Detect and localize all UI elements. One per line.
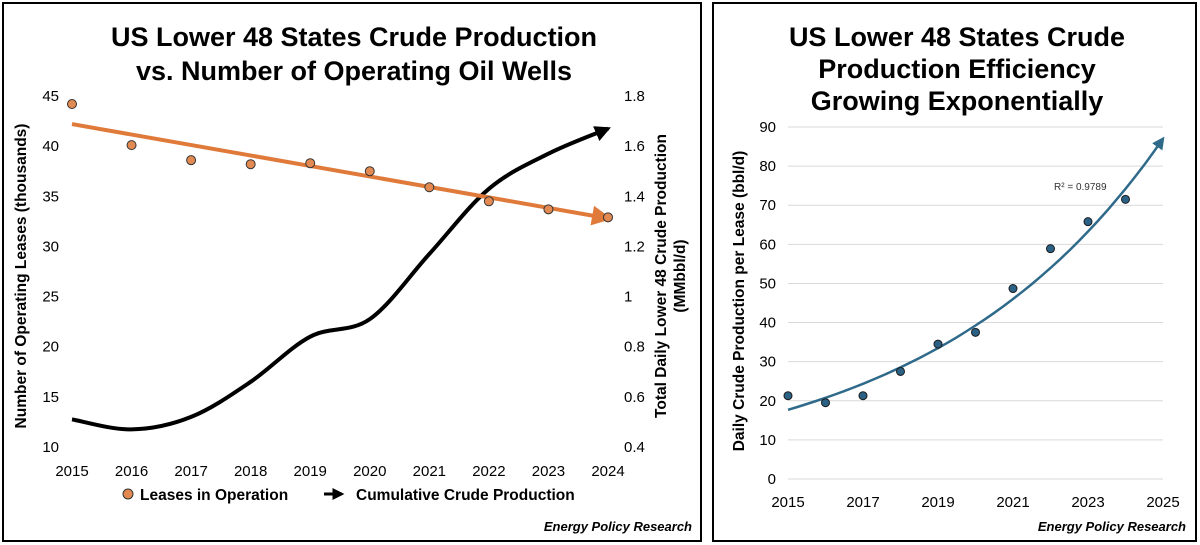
right-chart-title-line-2: Production Efficiency (818, 54, 1096, 84)
right-y-tick-label: 80 (759, 158, 776, 175)
leases-point (245, 159, 256, 170)
leases-point (67, 99, 77, 110)
efficiency-point (821, 398, 830, 408)
left-x-tick-label: 2020 (353, 463, 386, 480)
right-y-axis-title: Daily Crude Production per Lease (bbl/d) (731, 151, 748, 452)
r-squared-annotation: R² = 0.9789 (1054, 182, 1107, 193)
left-y2-tick-label: 0.4 (624, 439, 645, 456)
left-x-tick-label: 2019 (294, 463, 327, 480)
leases-point (126, 140, 137, 151)
efficiency-point (1083, 217, 1093, 227)
right-y-tick-label: 60 (759, 236, 776, 253)
right-y-tick-label: 40 (759, 315, 776, 332)
right-chart-title-line-1: US Lower 48 States Crude (789, 22, 1125, 52)
left-y2-tick-label: 1 (624, 289, 632, 306)
left-y-tick-label: 40 (42, 138, 59, 155)
right-chart-title-line-3: Growing Exponentially (811, 86, 1104, 116)
right-y-tick-label: 50 (759, 275, 776, 292)
leases-trendline (71, 122, 612, 226)
left-y-tick-label: 45 (42, 88, 59, 105)
left-x-tick-label: 2024 (591, 463, 624, 480)
left-y2-axis-title-line-1: Total Daily Lower 48 Crude Production (653, 134, 670, 418)
right-x-axis-ticks: 2015 2017 2019 2021 2023 2025 (771, 494, 1179, 511)
left-x-tick-label: 2021 (413, 463, 446, 480)
right-x-tick-label: 2019 (921, 494, 954, 511)
left-x-tick-label: 2017 (174, 463, 207, 480)
efficiency-point (783, 391, 793, 401)
left-x-tick-label: 2016 (115, 463, 148, 480)
leases-point (305, 158, 316, 169)
left-x-tick-label: 2022 (472, 463, 505, 480)
left-x-tick-label: 2015 (55, 463, 88, 480)
right-y-tick-label: 10 (759, 432, 776, 449)
left-y-tick-label: 15 (42, 389, 59, 406)
right-chart-panel: US Lower 48 States Crude Production Effi… (712, 2, 1197, 542)
efficiency-point (896, 366, 905, 376)
efficiency-points (783, 194, 1130, 408)
right-y-tick-label: 30 (759, 354, 776, 371)
left-y-axis-title: Number of Operating Leases (thousands) (13, 124, 30, 429)
left-y-tick-label: 10 (42, 439, 59, 456)
efficiency-point (1008, 284, 1018, 294)
left-y2-tick-label: 0.6 (624, 389, 645, 406)
left-chart-title-line-1: US Lower 48 States Crude Production (111, 22, 597, 52)
leases-points (67, 99, 613, 223)
left-y2-tick-label: 0.8 (624, 339, 645, 356)
right-source-label: Energy Policy Research (1038, 519, 1186, 534)
efficiency-trendline (787, 136, 1165, 411)
right-y-axis-ticks: 0 10 20 30 40 50 60 70 80 90 (759, 119, 776, 488)
leases-point (543, 204, 554, 215)
efficiency-point (858, 391, 868, 401)
leases-point (364, 166, 375, 177)
leases-point (424, 182, 435, 193)
right-gridlines (788, 126, 1163, 480)
left-y-axis-ticks: 10 15 20 25 30 35 40 45 (42, 88, 59, 456)
right-x-tick-label: 2023 (1071, 494, 1104, 511)
left-chart-panel: US Lower 48 States Crude Production vs. … (2, 2, 702, 542)
left-y-tick-label: 30 (42, 238, 59, 255)
left-y2-tick-label: 1.8 (624, 88, 645, 105)
leases-point (483, 196, 494, 207)
left-y2-tick-label: 1.6 (624, 138, 645, 155)
cumulative-production-line (71, 126, 611, 432)
leases-point (186, 155, 197, 166)
left-y-tick-label: 20 (42, 339, 59, 356)
right-y-tick-label: 70 (759, 197, 776, 214)
right-y-tick-label: 90 (759, 119, 776, 136)
legend-leases-marker (122, 488, 134, 500)
left-y2-tick-label: 1.2 (624, 238, 645, 255)
efficiency-point (1121, 194, 1130, 204)
right-x-tick-label: 2021 (996, 494, 1029, 511)
left-x-axis-ticks: 2015 2016 2017 2018 2019 2020 2021 2022 2023 2024 (55, 463, 624, 480)
leases-point (603, 212, 613, 223)
right-y-tick-label: 0 (768, 471, 776, 488)
left-x-tick-label: 2018 (234, 463, 267, 480)
right-x-tick-label: 2017 (846, 494, 879, 511)
left-chart-title-line-2: vs. Number of Operating Oil Wells (136, 56, 572, 86)
left-x-tick-label: 2023 (532, 463, 565, 480)
left-y2-axis-title-line-2: (MMbbl/d) (672, 239, 689, 312)
left-y2-axis-ticks: 0.4 0.6 0.8 1 1.2 1.4 1.6 1.8 (624, 88, 645, 456)
left-y-tick-label: 35 (42, 188, 59, 205)
left-y-tick-label: 25 (42, 289, 59, 306)
right-x-tick-label: 2025 (1146, 494, 1179, 511)
left-y2-tick-label: 1.4 (624, 188, 645, 205)
efficiency-point (971, 327, 980, 337)
legend-leases-label: Leases in Operation (140, 487, 288, 504)
legend-production-label: Cumulative Crude Production (356, 487, 575, 504)
left-chart-svg: US Lower 48 States Crude Production vs. … (13, 22, 692, 534)
right-y-tick-label: 20 (759, 393, 776, 410)
efficiency-point (1046, 244, 1055, 254)
left-legend: Leases in Operation Cumulative Crude Pro… (122, 487, 575, 504)
right-x-tick-label: 2015 (771, 494, 804, 511)
efficiency-point (933, 339, 943, 349)
right-chart-svg: US Lower 48 States Crude Production Effi… (731, 22, 1186, 534)
left-source-label: Energy Policy Research (544, 519, 692, 534)
